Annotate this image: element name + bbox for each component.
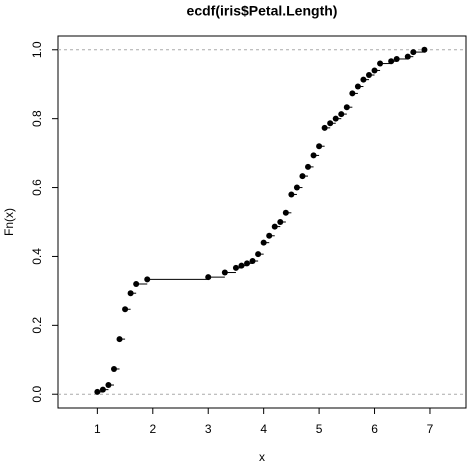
point [255, 251, 262, 258]
point [421, 46, 428, 53]
point [305, 163, 312, 170]
point [299, 173, 306, 180]
point [127, 290, 134, 297]
point [94, 388, 101, 395]
point [133, 281, 140, 287]
point [343, 104, 350, 111]
point [122, 306, 129, 313]
point [404, 53, 411, 60]
point [377, 60, 384, 67]
point [360, 76, 367, 83]
point [205, 274, 212, 281]
point [316, 143, 323, 150]
point [293, 184, 300, 191]
y-tick-label: 0.4 [30, 248, 44, 265]
x-tick-label: 7 [427, 422, 434, 436]
point [221, 269, 228, 276]
x-tick-label: 6 [371, 422, 378, 436]
y-tick-label: 0.6 [30, 179, 44, 196]
y-tick-label: 0.2 [30, 317, 44, 334]
x-axis-label: x [259, 450, 265, 464]
point [116, 336, 123, 343]
x-tick-label: 4 [260, 422, 267, 436]
chart-title: ecdf(iris$Petal.Length) [187, 3, 338, 19]
point [260, 239, 267, 246]
x-tick-label: 1 [94, 422, 101, 436]
point [388, 58, 395, 65]
point [244, 260, 251, 267]
point [354, 83, 361, 90]
x-tick-label: 2 [149, 422, 156, 436]
plot-frame [57, 35, 467, 409]
point [288, 191, 295, 198]
point [271, 223, 278, 230]
point [266, 232, 273, 239]
point [327, 120, 334, 127]
point [321, 124, 328, 131]
point [105, 382, 112, 389]
point [232, 264, 239, 271]
point [144, 276, 151, 283]
y-tick-label: 0.8 [30, 110, 44, 127]
point [371, 67, 378, 74]
x-tick-label: 3 [205, 422, 212, 436]
y-tick-label: 1.0 [30, 41, 44, 58]
point [338, 111, 345, 118]
point [410, 49, 417, 56]
point [349, 90, 356, 97]
point [99, 386, 106, 393]
x-tick-label: 5 [316, 422, 323, 436]
point [277, 219, 284, 225]
point [365, 72, 372, 79]
point [249, 258, 256, 265]
point [332, 115, 339, 122]
point [110, 365, 117, 372]
point [310, 152, 317, 159]
y-tick-label: 0.0 [30, 386, 44, 403]
point [393, 55, 400, 62]
point [238, 262, 245, 269]
point [282, 209, 289, 216]
y-axis-label: Fn(x) [2, 208, 16, 236]
